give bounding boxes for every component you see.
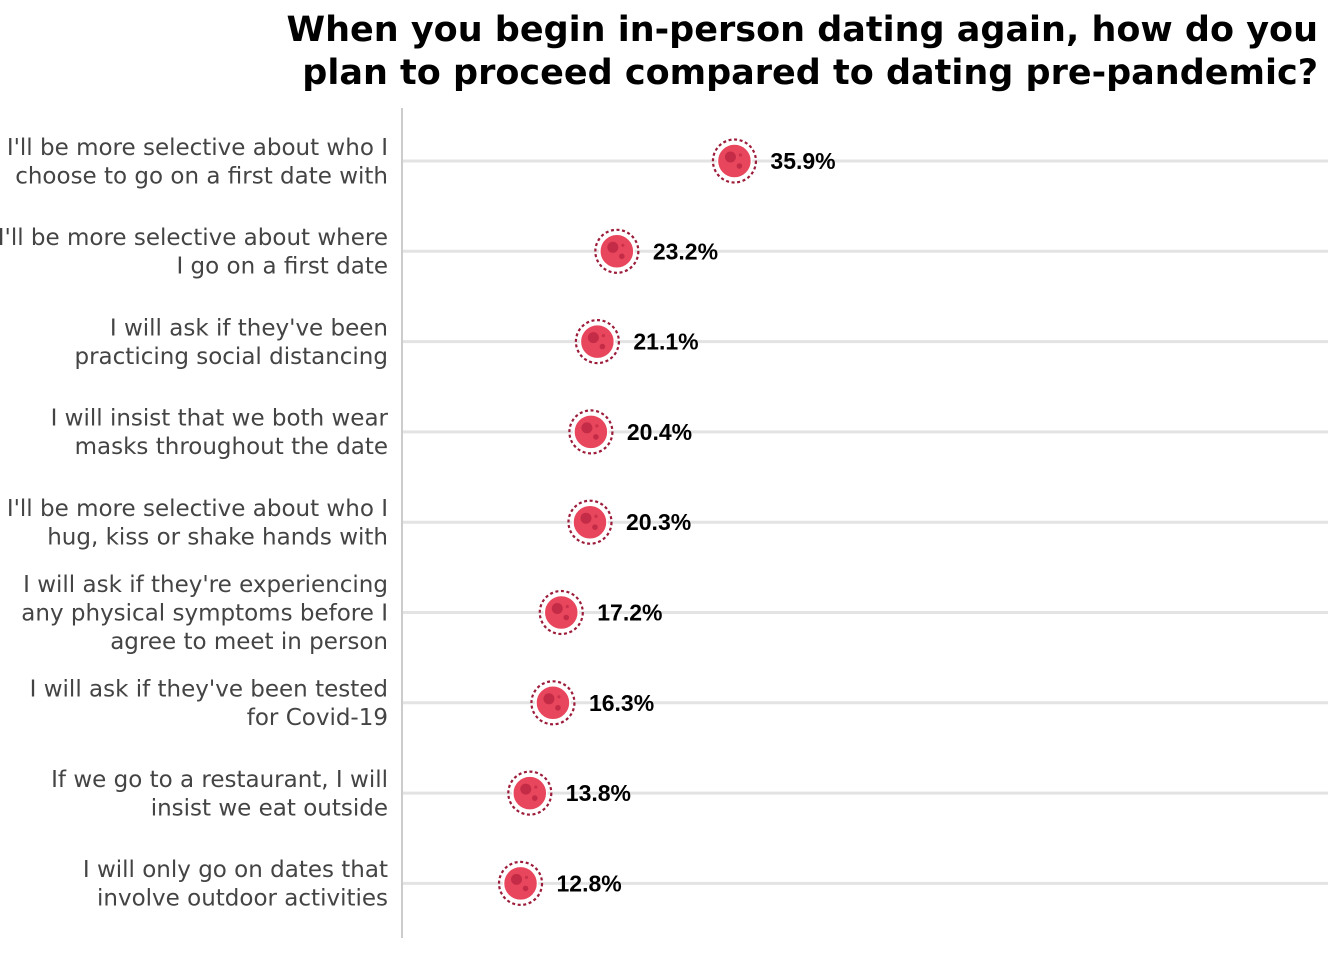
virus-icon bbox=[497, 860, 544, 907]
title-line-1: When you begin in-person dating again, h… bbox=[286, 10, 1318, 50]
virus-icon bbox=[711, 138, 758, 184]
virus-icon bbox=[530, 680, 576, 726]
value-label: 12.8% bbox=[557, 870, 622, 896]
virus-icon bbox=[594, 228, 640, 274]
data-markers bbox=[497, 138, 758, 907]
virus-icon bbox=[507, 770, 553, 816]
value-label: 16.3% bbox=[589, 690, 654, 716]
value-labels: 35.9% 23.2% 21.1% 20.4% 20.3% 17.2% 16.3% 13.8%… bbox=[557, 148, 836, 896]
category-label: If we go to a restaurant, I will insist w… bbox=[51, 767, 388, 822]
chart-title: When you begin in-person dating again, h… bbox=[286, 10, 1318, 93]
value-label: 20.4% bbox=[627, 419, 692, 445]
category-label: I will ask if they've been practicing soc… bbox=[75, 315, 389, 370]
value-label: 20.3% bbox=[626, 509, 691, 535]
category-label: I will insist that we both wear masks thr… bbox=[51, 406, 389, 461]
category-label: I'll be more selective about where I go o… bbox=[0, 225, 388, 279]
category-label: I will only go on dates that involve outd… bbox=[83, 857, 388, 912]
value-label: 13.8% bbox=[566, 780, 631, 806]
virus-icon bbox=[567, 499, 613, 545]
virus-icon bbox=[538, 589, 584, 636]
virus-icon bbox=[568, 409, 614, 455]
category-label: I will ask if they've been tested for Cov… bbox=[30, 677, 388, 732]
title-line-2: plan to proceed compared to dating pre-p… bbox=[302, 53, 1318, 93]
value-label: 17.2% bbox=[597, 600, 662, 626]
value-label: 35.9% bbox=[770, 148, 835, 174]
value-label: 21.1% bbox=[633, 329, 698, 355]
virus-icon bbox=[574, 319, 620, 365]
value-label: 23.2% bbox=[653, 238, 718, 264]
category-label: I will ask if they're experiencing any ph… bbox=[21, 572, 388, 655]
